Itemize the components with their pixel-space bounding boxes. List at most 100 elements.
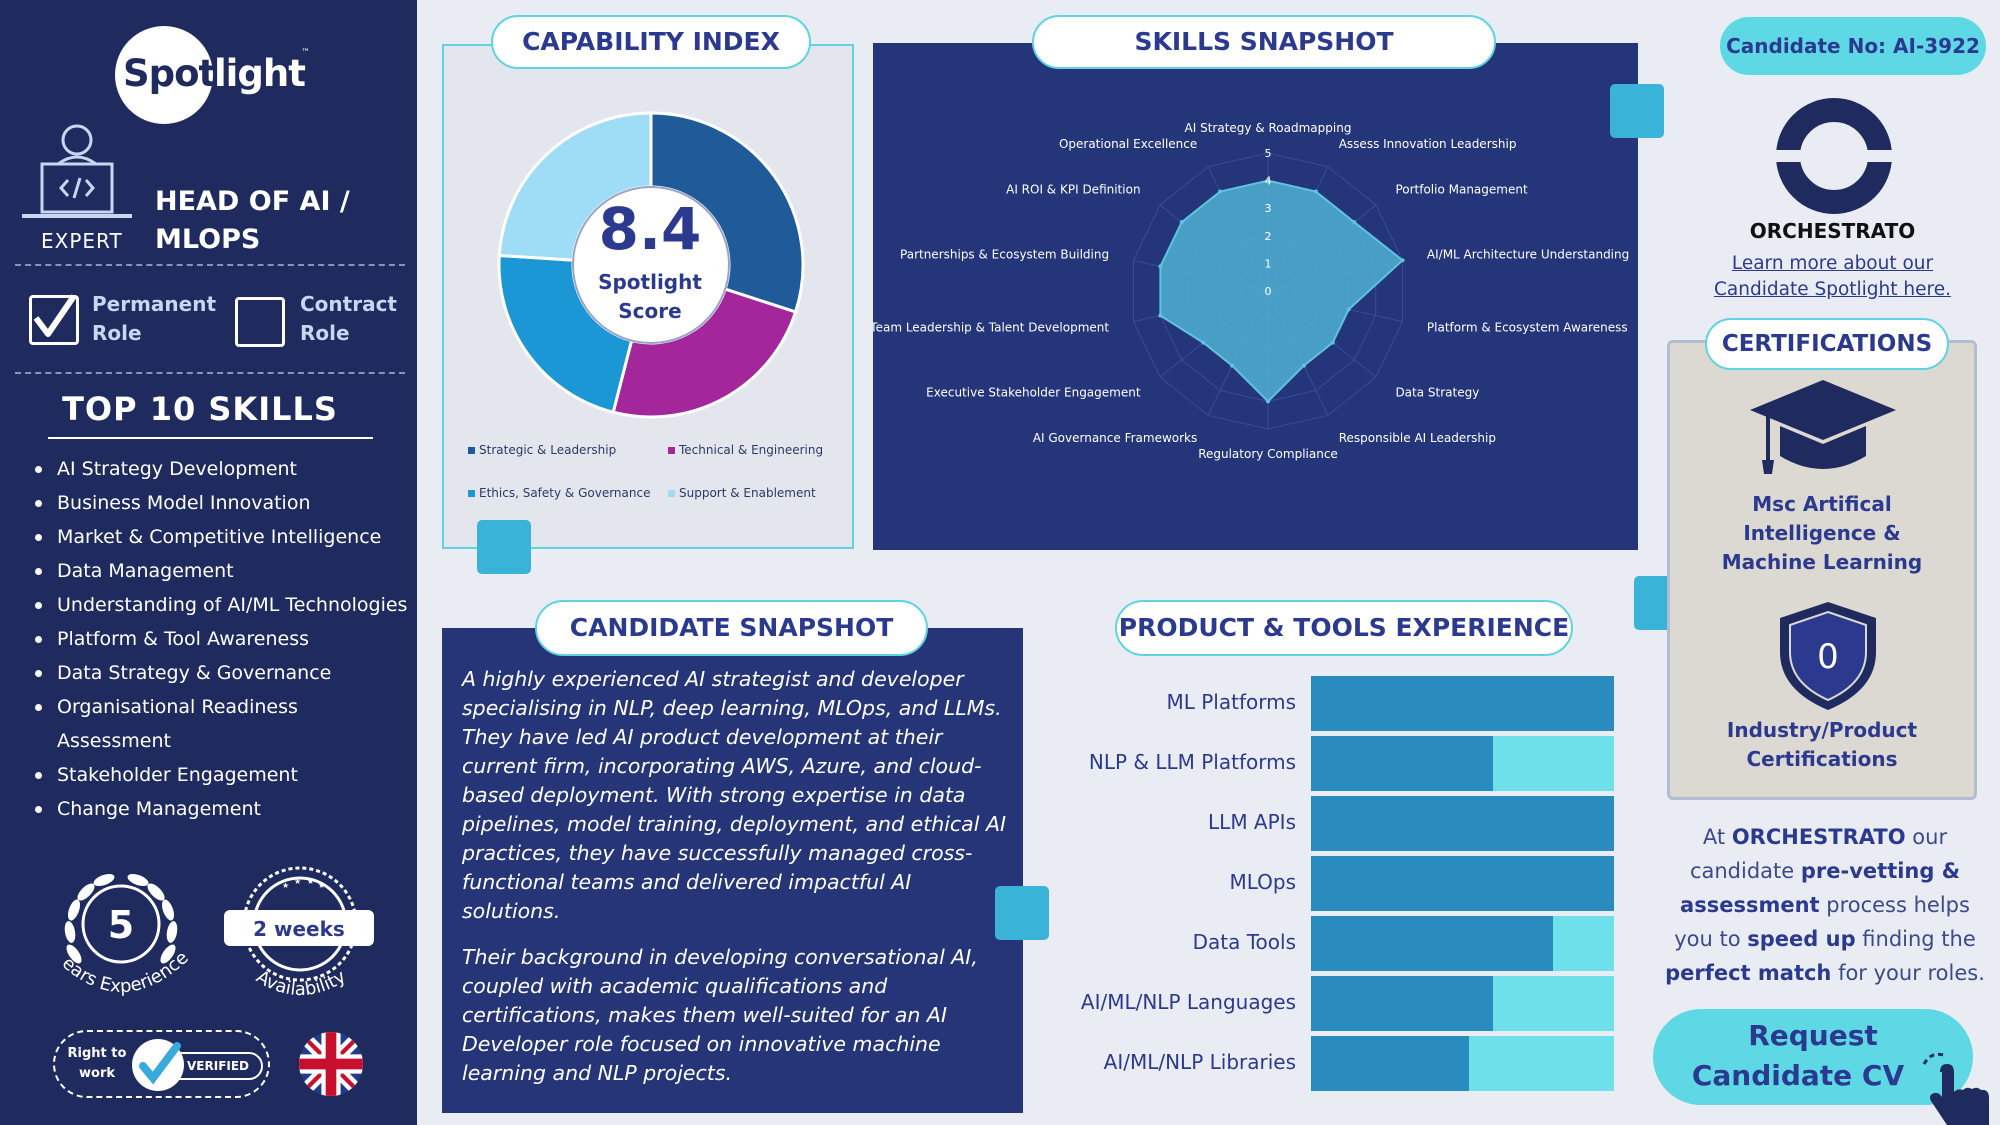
tool-bar-fill — [1311, 976, 1493, 1031]
legend-strategic: Strategic & Leadership — [468, 443, 616, 457]
capability-donut-chart — [497, 111, 805, 419]
permanent-role-label: Permanent Role — [92, 292, 217, 345]
permanent-role-checkbox[interactable] — [29, 294, 79, 345]
candidate-number-badge: Candidate No: AI-3922 — [1720, 17, 1986, 75]
radar-point — [1352, 220, 1357, 225]
radar-point — [1301, 363, 1306, 368]
radar-category-label: Operational Excellence — [1059, 137, 1197, 151]
svg-text:★: ★ — [294, 877, 301, 886]
top-skill-item: Stakeholder Engagement — [30, 758, 410, 792]
radar-tick-label: 3 — [1265, 202, 1272, 215]
radar-category-label: Responsible AI Leadership — [1339, 431, 1496, 445]
spotlight-score-label: Spotlight Score — [598, 270, 702, 323]
top-skill-item: Change Management — [30, 792, 410, 826]
radar-point — [1313, 189, 1318, 194]
radar-point — [1266, 178, 1270, 183]
shield-icon: 0 — [1780, 602, 1876, 710]
radar-tick-label: 5 — [1265, 147, 1272, 160]
radar-point — [1346, 307, 1351, 312]
request-cv-button[interactable]: Request Candidate CV — [1653, 1009, 1973, 1105]
radar-category-label: Partnerships & Ecosystem Building — [900, 248, 1109, 262]
tool-bar-label: Data Tools — [1192, 930, 1296, 954]
level-label: EXPERT — [41, 229, 123, 253]
top-skill-item: Market & Competitive Intelligence — [30, 520, 410, 554]
tool-bar-fill — [1311, 736, 1493, 791]
experience-value: 5 — [108, 903, 134, 947]
radar-category-label: Regulatory Compliance — [1198, 447, 1338, 461]
candidate-summary: A highly experienced AI strategist and d… — [462, 665, 1007, 1088]
svg-text:★: ★ — [318, 881, 325, 890]
top-skill-item: Platform & Tool Awareness — [30, 622, 410, 656]
summary-paragraph-1: A highly experienced AI strategist and d… — [462, 667, 1007, 923]
radar-category-label: Platform & Ecosystem Awareness — [1427, 320, 1628, 334]
summary-paragraph-2: Their background in developing conversat… — [462, 945, 978, 1085]
spotlight-logo: Spot light ™ — [115, 26, 325, 126]
radar-point — [1218, 189, 1223, 194]
legend-technical: Technical & Engineering — [668, 443, 823, 457]
tool-bar-fill — [1311, 1036, 1469, 1091]
developer-laptop-icon — [22, 124, 132, 218]
tool-bar-label: AI/ML/NLP Languages — [1080, 990, 1296, 1014]
industry-certifications-label: Industry/Product Certifications — [1726, 718, 1918, 771]
capability-index-title: CAPABILITY INDEX — [491, 15, 811, 69]
radar-category-label: AI Strategy & Roadmapping — [1185, 121, 1352, 135]
top-skill-item: Business Model Innovation — [30, 486, 410, 520]
orchestrato-logo — [1776, 98, 1892, 214]
uk-flag-icon — [299, 1032, 363, 1096]
svg-text:★: ★ — [282, 881, 289, 890]
tool-bar-fill — [1311, 916, 1554, 971]
tool-bar-track — [1311, 1036, 1614, 1091]
legend-support: Support & Enablement — [668, 486, 816, 500]
radar-category-label: Team Leadership & Talent Development — [873, 320, 1109, 334]
orchestrato-pitch: At ORCHESTRATO our candidate pre-vetting… — [1665, 825, 1985, 985]
top-skill-item: Data Strategy & Governance — [30, 656, 410, 690]
radar-series-area — [1159, 179, 1405, 403]
tool-bar-track — [1311, 976, 1614, 1031]
contract-role-label: Contract Role — [300, 292, 397, 345]
sidebar: Spot light ™ EXPERT HEAD OF AI / MLOPS P… — [0, 0, 417, 1125]
top-skill-item: AI Strategy Development — [30, 452, 410, 486]
decorative-square — [1610, 84, 1664, 138]
tool-bar-track — [1311, 796, 1614, 851]
tools-experience-title: PRODUCT & TOOLS EXPERIENCE — [1115, 600, 1573, 656]
radar-point — [1230, 363, 1235, 368]
radar-category-label: AI Governance Frameworks — [1033, 431, 1197, 445]
tool-bar-label: ML Platforms — [1166, 690, 1296, 714]
tool-bar-label: AI/ML/NLP Libraries — [1103, 1050, 1296, 1074]
svg-text:★: ★ — [307, 877, 314, 886]
availability-value: 2 weeks — [253, 917, 345, 941]
radar-point — [1266, 399, 1270, 404]
tool-bar-fill — [1311, 796, 1614, 851]
top-skills-title: TOP 10 SKILLS — [62, 390, 338, 428]
radar-category-label: AI ROI & KPI Definition — [1006, 182, 1140, 196]
degree-certification: Msc Artifical Intelligence & Machine Lea… — [1721, 492, 1923, 574]
divider — [48, 437, 373, 439]
tool-bar-label: LLM APIs — [1208, 810, 1296, 834]
availability-badge: ★ ★ ★ ★ 2 weeks Availability — [224, 866, 374, 1000]
certifications-title: CERTIFICATIONS — [1705, 318, 1949, 370]
tool-bar-fill — [1311, 676, 1614, 731]
tool-bar-label: NLP & LLM Platforms — [1088, 750, 1296, 774]
radar-point — [1158, 264, 1163, 269]
tool-bar-track — [1311, 916, 1614, 971]
candidate-snapshot-title: CANDIDATE SNAPSHOT — [535, 600, 928, 656]
role-title: HEAD OF AI / MLOPS — [155, 186, 350, 255]
radar-point — [1400, 258, 1405, 263]
radar-point — [1158, 313, 1163, 318]
radar-point — [1179, 220, 1184, 225]
spotlight-score-value: 8.4 — [598, 195, 702, 263]
radar-category-label: Assess Innovation Leadership — [1339, 137, 1517, 151]
top-skill-item: Data Management — [30, 554, 410, 588]
skills-radar-chart: 0 1 2 3 4 5 AI Strategy & Roadmapping Assess In… — [873, 121, 1629, 461]
radar-tick-label: 0 — [1265, 285, 1272, 298]
tool-bar-track — [1311, 676, 1614, 731]
experience-badge: 5 Years Experience — [46, 862, 193, 997]
contract-role-checkbox[interactable] — [235, 297, 285, 347]
divider — [15, 264, 405, 266]
pointer-hand-icon — [1922, 1052, 1989, 1125]
learn-more-link[interactable]: Learn more about our Candidate Spotlight… — [1714, 253, 1951, 300]
radar-tick-label: 2 — [1265, 230, 1272, 243]
tool-bar-track — [1311, 856, 1614, 911]
top-skill-item: Understanding of AI/ML Technologies — [30, 588, 410, 622]
cert-count: 0 — [1817, 637, 1839, 677]
